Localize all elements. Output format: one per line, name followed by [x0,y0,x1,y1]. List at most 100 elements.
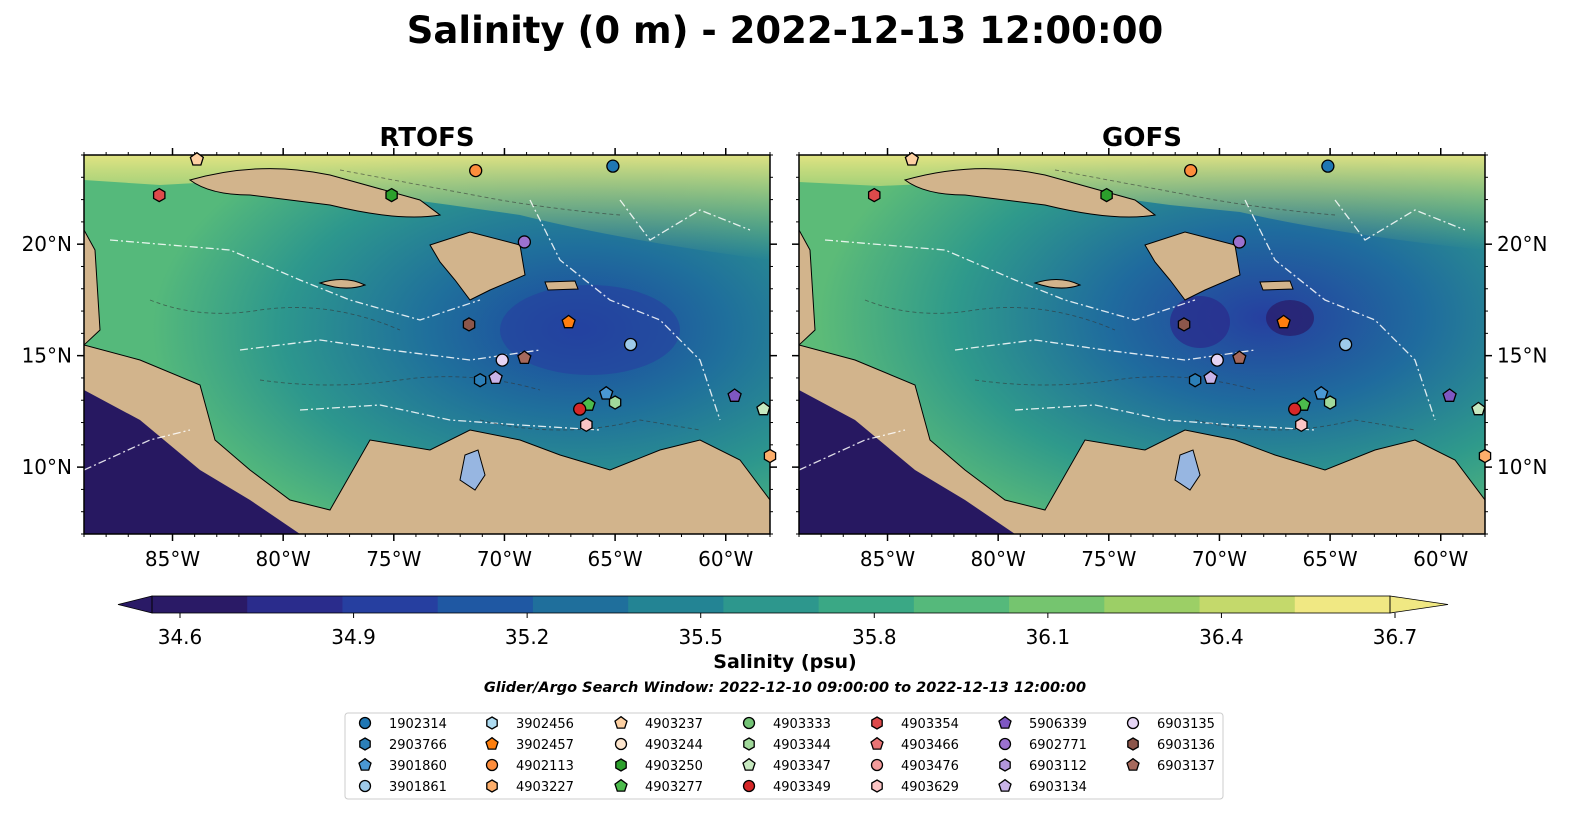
rtofs-panel: RTOFS [22,123,777,571]
gofs-marker-6903134 [1203,370,1218,385]
rtofs-marker-6903136 [462,317,476,332]
colorbar-ticks: 34.6 34.9 35.2 35.5 35.8 36.1 36.4 36.7 [158,613,1417,649]
colorbar-segment [1009,596,1105,613]
gofs-map [799,155,1485,534]
rtofs-marker-4902113 [469,163,483,178]
legend-marker-6903135 [1126,716,1140,730]
gofs-land-hispaniola [1144,231,1241,301]
gofs-marker-4903237 [904,151,920,166]
rtofs-land-puerto-rico [544,280,579,291]
legend-label-6903135: 6903135 [1157,717,1215,732]
colorbar-segment [247,596,344,613]
colorbar-segment [913,596,1010,613]
legend-label-4902113: 4902113 [516,759,574,774]
gofs-marker-4903227 [1478,448,1492,464]
rtofs-pacific [84,390,300,534]
legend-label-4903344: 4903344 [773,738,831,753]
legend-label-4903347: 4903347 [773,759,831,774]
legend-label-3901860: 3901860 [389,759,447,774]
colorbar-segment [1199,596,1296,613]
rtofs-xtick-label: 60°W [698,547,753,571]
rtofs-xtick-label: 85°W [145,547,200,571]
rtofs-marker-4903347 [756,401,771,416]
gofs-ytick-label: 15°N [1497,344,1547,368]
rtofs-marker-3901860 [599,385,614,400]
colorbar-segment [1104,596,1201,613]
rtofs-marker-3901861 [623,337,638,352]
legend-marker-4903244 [614,737,628,751]
colorbar-frame [151,595,1391,614]
gofs-marker-3902457 [1276,314,1291,329]
legend-label-6902771: 6902771 [1029,738,1087,753]
gofs-marker-6903135 [1210,353,1224,367]
gofs-markers [867,151,1492,464]
legend-marker-3901861 [358,779,372,793]
legend-marker-3902457 [485,736,499,750]
legend-marker-4903466 [870,736,884,750]
gofs-ytick-label: 20°N [1497,232,1547,256]
gofs-marker-4902113 [1184,163,1198,178]
rtofs-xtick-label: 70°W [477,547,532,571]
rtofs-y-axis: 10°N 15°N 20°N [22,154,777,535]
legend-marker-4903476 [870,758,884,772]
gofs-ytick-label: 10°N [1497,455,1547,479]
figure-title: Salinity (0 m) - 2022-12-13 12:00:00 [407,9,1163,52]
gofs-land-cuba [903,168,1157,218]
legend-items: 1902314 2903766 3901860 3901861 3902456 39024… [358,715,1215,795]
rtofs-land-jamaica [318,279,367,289]
rtofs-panel-title: RTOFS [379,123,474,153]
rtofs-ytick-label: 15°N [22,344,72,368]
legend-label-4903333: 4903333 [773,717,831,732]
gofs-x-axis: 85°W 80°W 75°W 70°W 65°W 60°W [798,148,1486,571]
colorbar-segment [1294,596,1391,613]
colorbar-tick-label: 34.9 [331,625,376,649]
gofs-land-puerto-rico [1259,280,1294,291]
legend-marker-4903344 [743,737,755,751]
legend-label-4903227: 4903227 [516,780,574,795]
legend-label-6903134: 6903134 [1029,780,1087,795]
rtofs-land-cuba [188,168,442,218]
gofs-marker-6903137 [1232,350,1247,365]
gofs-land-jamaica [1033,279,1082,289]
gofs-marker-3901860 [1314,385,1329,400]
colorbar-tick-label: 35.2 [505,625,550,649]
colorbar-segment [723,596,820,613]
legend-label-3901861: 3901861 [389,780,447,795]
colorbar-segment [532,596,629,613]
legend-label-6903112: 6903112 [1029,759,1087,774]
gofs-marker-4903354 [867,187,881,203]
rtofs-xtick-label: 65°W [587,547,642,571]
legend-marker-6903137 [1126,757,1140,771]
gofs-low-salinity-core-east [1266,300,1314,336]
colorbar-extend-low [117,595,153,614]
gofs-xtick-label: 80°W [971,547,1026,571]
colorbar-tick-label: 35.5 [678,625,723,649]
legend-marker-4903349 [742,779,756,793]
legend-marker-4903333 [742,716,756,730]
rtofs-high-salinity-region [84,155,770,260]
legend-marker-4903347 [742,757,756,771]
rtofs-land-yucatan [84,155,101,346]
rtofs-marker-4903349 [573,402,587,416]
colorbar-segment [628,596,724,613]
legend-marker-4902113 [485,758,499,772]
rtofs-xtick-label: 80°W [256,547,311,571]
legend-marker-2903766 [359,737,371,751]
legend-marker-6902771 [998,737,1012,751]
gofs-marker-4903250 [1100,187,1113,203]
gofs-marker-5906339 [1442,388,1457,402]
gofs-y-axis: 10°N 15°N 20°N [792,154,1547,535]
legend-marker-3902456 [486,716,498,730]
gofs-xtick-label: 65°W [1302,547,1357,571]
gofs-marker-3901861 [1338,337,1353,352]
gofs-marker-4903347 [1471,401,1486,416]
legend-label-4903629: 4903629 [901,780,959,795]
legend-label-4903354: 4903354 [901,717,959,732]
gofs-marker-4903344 [1323,395,1337,410]
rtofs-marker-4903250 [385,187,398,203]
colorbar-tick-label: 35.8 [852,625,897,649]
legend-label-3902456: 3902456 [516,717,574,732]
gofs-lake-maracaibo [1174,449,1201,491]
rtofs-frame [83,154,771,535]
colorbar-segment [437,596,534,613]
